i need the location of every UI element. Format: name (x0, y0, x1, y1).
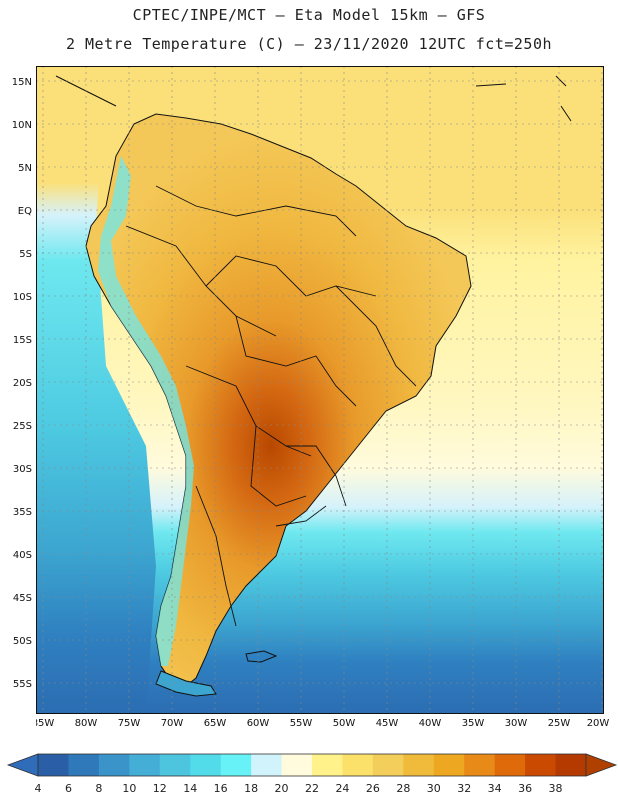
colorbar-swatch (403, 754, 435, 776)
falkland-islands (245, 650, 278, 663)
lat-label: 50S (13, 636, 32, 647)
lat-label: 5N (18, 163, 32, 174)
caribbean-islands (55, 75, 572, 122)
colorbar-swatch (251, 754, 283, 776)
lon-label: 85W (36, 718, 54, 729)
lat-label: 35S (13, 507, 32, 518)
lat-label: 30S (13, 464, 32, 475)
graticule (36, 66, 604, 714)
colorbar-swatch (98, 754, 130, 776)
colorbar-tick-label: 16 (213, 782, 228, 795)
map-border (36, 66, 604, 714)
colorbar-swatch (525, 754, 557, 776)
colorbar-swatch (190, 754, 222, 776)
latitude-axis: 15N 10N 5N EQ 5S 10S 15S 20S 25S 30S 35S… (12, 77, 32, 690)
colorbar-over-arrow (585, 753, 618, 777)
colorbar-tick-label: 30 (426, 782, 441, 795)
lon-label: 70W (161, 718, 184, 729)
colorbar-swatch (38, 754, 69, 776)
colorbar-swatch (281, 754, 313, 776)
longitude-axis: 85W 80W 75W 70W 65W 60W 55W 50W 45W 40W … (36, 718, 610, 729)
colorbar-tick-label: 38 (548, 782, 563, 795)
lat-label: 55S (13, 679, 32, 690)
colorbar-tick-label: 32 (457, 782, 472, 795)
colorbar-tick-label: 10 (122, 782, 137, 795)
colorbar-tick-label: 26 (365, 782, 380, 795)
map-title-line1: CPTEC/INPE/MCT – Eta Model 15km – GFS (132, 6, 486, 24)
lon-label: 75W (118, 718, 141, 729)
lat-label: 20S (13, 378, 32, 389)
colorbar-swatch (372, 754, 404, 776)
colorbar-tick-label: 8 (95, 782, 103, 795)
andes-cold-strip (98, 156, 194, 666)
colorbar-tick-label: 36 (518, 782, 533, 795)
lon-label: 40W (419, 718, 442, 729)
lon-label: 55W (290, 718, 313, 729)
lat-label: EQ (18, 206, 32, 217)
pacific-ocean-field (36, 66, 156, 714)
colorbar-swatch (494, 754, 526, 776)
colorbar-tick-label: 22 (305, 782, 319, 795)
lat-label: 15S (13, 335, 32, 346)
colorbar-tick-label: 6 (64, 782, 72, 795)
colorbar-swatch (159, 754, 191, 776)
colorbar-tick-label: 28 (396, 782, 411, 795)
colorbar-swatch (342, 754, 374, 776)
lon-label: 25W (548, 718, 571, 729)
colorbar-swatch (433, 754, 465, 776)
map-panel (36, 66, 604, 714)
colorbar-tick-label: 18 (244, 782, 259, 795)
map-title-line2: 2 Metre Temperature (C) – 23/11/2020 12U… (65, 35, 553, 53)
colorbar-swatch (555, 754, 587, 776)
lon-label: 30W (505, 718, 528, 729)
colorbar-swatch (464, 754, 496, 776)
colorbar-tick-label: 20 (274, 782, 289, 795)
colorbar-under-arrow (6, 753, 39, 777)
colorbar-tick-label: 14 (183, 782, 198, 795)
lat-label: 45S (13, 593, 32, 604)
lon-label: 50W (333, 718, 356, 729)
lat-label: 10N (12, 120, 32, 131)
lat-label: 5S (19, 249, 32, 260)
lon-label: 35W (462, 718, 485, 729)
colorbar-tick-label: 12 (152, 782, 167, 795)
lon-label: 60W (247, 718, 270, 729)
lat-label: 40S (13, 550, 32, 561)
lat-label: 10S (13, 292, 32, 303)
lon-label: 45W (376, 718, 399, 729)
colorbar-tick-label: 24 (335, 782, 350, 795)
colorbar-swatch (68, 754, 100, 776)
colorbar-tick-label: 34 (487, 782, 502, 795)
colorbar-swatch (312, 754, 343, 776)
lat-label: 15N (12, 77, 32, 88)
lat-label: 25S (13, 421, 32, 432)
colorbar-swatches (37, 753, 587, 777)
lon-label: 65W (204, 718, 227, 729)
temperature-colorbar (6, 753, 618, 777)
colorbar-swatch (129, 754, 161, 776)
lon-label: 20W (587, 718, 610, 729)
colorbar-swatch (220, 754, 252, 776)
tierra-del-fuego (155, 670, 217, 697)
colorbar-tick-label: 4 (34, 782, 42, 795)
lon-label: 80W (75, 718, 98, 729)
